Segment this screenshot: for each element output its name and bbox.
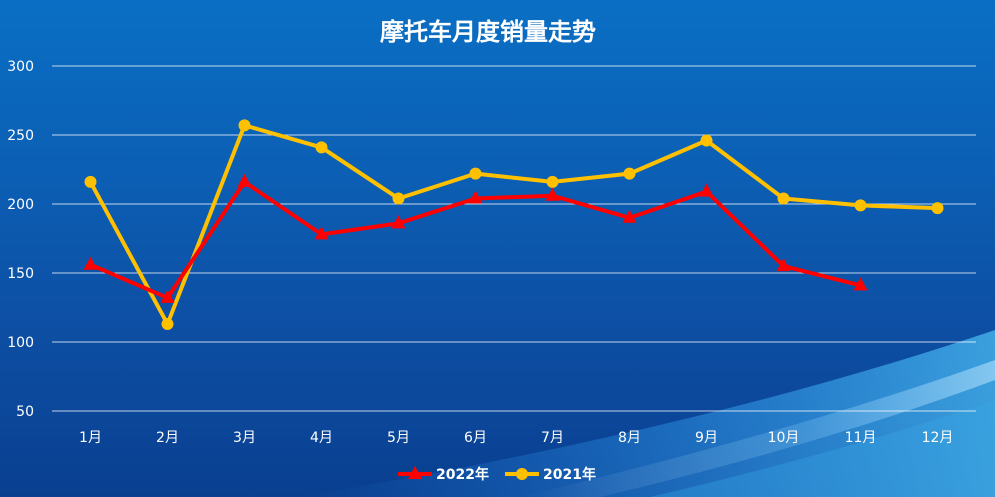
y-tick-label: 100 (7, 335, 34, 351)
legend-label: 2022年 (436, 466, 489, 483)
data-point (315, 141, 328, 154)
x-tick-label: 3月 (233, 430, 256, 446)
data-point (160, 289, 175, 303)
x-tick-label: 11月 (845, 430, 877, 446)
x-tick-label: 9月 (695, 430, 718, 446)
data-point (314, 226, 329, 240)
chart-title: 摩托车月度销量走势 (380, 18, 596, 46)
legend: 2022年 2021年 (398, 466, 596, 483)
x-tick-label: 12月 (922, 430, 954, 446)
data-point (853, 277, 868, 291)
x-axis-ticks: 1月 2月 3月 4月 5月 6月 7月 8月 9月 10月 11月 12月 (79, 430, 953, 446)
data-point (700, 134, 713, 147)
gridlines (52, 65, 976, 412)
series-line (88, 123, 940, 327)
x-tick-label: 4月 (310, 430, 333, 446)
data-point (237, 173, 252, 187)
background-swoosh (300, 330, 995, 497)
x-tick-label: 1月 (79, 430, 102, 446)
data-point (623, 167, 636, 180)
data-point (622, 209, 637, 223)
legend-item: 2021年 (505, 466, 596, 483)
y-tick-label: 200 (7, 197, 34, 213)
data-point (546, 175, 559, 188)
data-point (391, 215, 406, 229)
data-point (776, 258, 791, 272)
x-tick-label: 2月 (156, 430, 179, 446)
data-point (238, 119, 251, 132)
data-point (931, 202, 944, 215)
data-point (161, 318, 174, 331)
data-point (854, 199, 867, 212)
y-tick-label: 300 (7, 59, 34, 75)
data-point (468, 190, 483, 204)
data-point (777, 192, 790, 205)
data-point (469, 167, 482, 180)
data-point (392, 192, 405, 205)
x-tick-label: 6月 (464, 430, 487, 446)
y-tick-label: 150 (7, 266, 34, 282)
x-tick-label: 7月 (541, 430, 564, 446)
data-point (699, 183, 714, 197)
x-tick-label: 10月 (768, 430, 800, 446)
legend-item: 2022年 (398, 466, 489, 483)
x-tick-label: 8月 (618, 430, 641, 446)
data-point (83, 256, 98, 270)
data-point (545, 187, 560, 201)
legend-label: 2021年 (543, 466, 596, 483)
legend-marker (516, 468, 528, 480)
series-2021 (84, 119, 944, 331)
y-tick-label: 250 (7, 128, 34, 144)
legend-marker (408, 466, 422, 479)
x-tick-label: 5月 (387, 430, 410, 446)
y-tick-label: 50 (16, 404, 34, 420)
data-point (84, 175, 97, 188)
series-2022 (83, 173, 868, 303)
y-axis-ticks: 50 100 150 200 250 300 (7, 59, 34, 420)
series-layer (83, 119, 944, 331)
